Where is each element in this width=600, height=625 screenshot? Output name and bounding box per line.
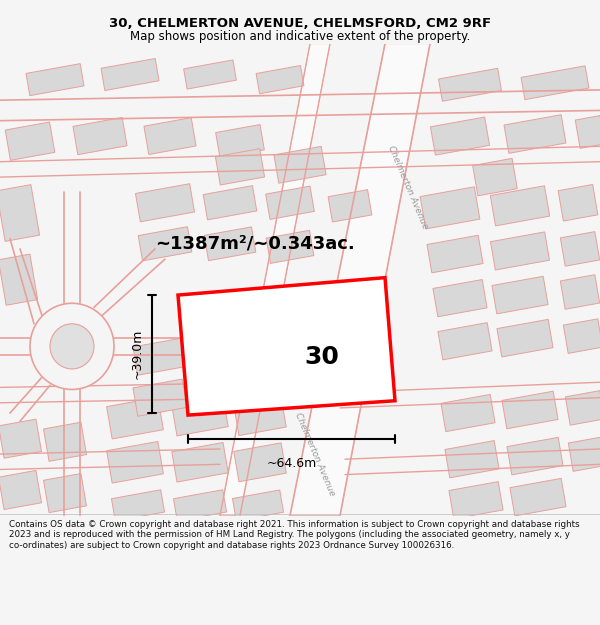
Polygon shape [558, 184, 598, 221]
Polygon shape [173, 490, 227, 521]
Polygon shape [510, 478, 566, 516]
Polygon shape [215, 149, 265, 185]
Text: Chelmerton Avenue: Chelmerton Avenue [386, 144, 430, 231]
Polygon shape [220, 44, 330, 516]
Polygon shape [473, 158, 517, 196]
Text: Contains OS data © Crown copyright and database right 2021. This information is : Contains OS data © Crown copyright and d… [9, 520, 580, 550]
Polygon shape [266, 231, 314, 263]
Polygon shape [504, 115, 566, 153]
Polygon shape [73, 118, 127, 154]
Polygon shape [203, 186, 257, 220]
Polygon shape [266, 186, 314, 219]
Circle shape [50, 324, 94, 369]
Polygon shape [565, 391, 600, 425]
Polygon shape [445, 441, 499, 478]
Polygon shape [433, 279, 487, 317]
Polygon shape [184, 60, 236, 89]
Polygon shape [26, 64, 84, 96]
Polygon shape [234, 443, 286, 482]
Text: ~64.6m: ~64.6m [266, 457, 317, 470]
Text: ~1387m²/~0.343ac.: ~1387m²/~0.343ac. [155, 235, 355, 252]
Polygon shape [438, 322, 492, 360]
Text: 30: 30 [304, 346, 339, 369]
Polygon shape [107, 398, 163, 439]
Polygon shape [178, 278, 395, 415]
Polygon shape [290, 44, 430, 516]
Polygon shape [133, 338, 187, 375]
Polygon shape [497, 319, 553, 357]
Polygon shape [449, 482, 503, 519]
Polygon shape [568, 437, 600, 471]
Polygon shape [0, 471, 41, 509]
Polygon shape [490, 186, 550, 226]
Polygon shape [5, 122, 55, 161]
Polygon shape [0, 419, 41, 458]
Polygon shape [172, 442, 228, 482]
Polygon shape [274, 146, 326, 183]
Polygon shape [420, 187, 480, 229]
Polygon shape [44, 422, 86, 461]
Polygon shape [328, 189, 372, 222]
Polygon shape [107, 441, 163, 483]
Text: 30, CHELMERTON AVENUE, CHELMSFORD, CM2 9RF: 30, CHELMERTON AVENUE, CHELMSFORD, CM2 9… [109, 18, 491, 30]
Polygon shape [138, 227, 192, 261]
Polygon shape [234, 397, 286, 436]
Polygon shape [136, 184, 194, 222]
Polygon shape [563, 319, 600, 353]
Circle shape [30, 303, 114, 389]
Polygon shape [101, 59, 159, 91]
Polygon shape [0, 254, 38, 305]
Polygon shape [427, 235, 483, 273]
Text: Chelmerton Avenue: Chelmerton Avenue [293, 411, 337, 497]
Polygon shape [172, 396, 228, 436]
Polygon shape [232, 490, 284, 521]
Polygon shape [560, 232, 599, 266]
Polygon shape [256, 66, 304, 94]
Polygon shape [439, 68, 502, 101]
Polygon shape [133, 379, 187, 416]
Text: ~39.0m: ~39.0m [131, 329, 144, 379]
Polygon shape [521, 66, 589, 99]
Polygon shape [44, 474, 86, 512]
Polygon shape [144, 118, 196, 154]
Polygon shape [194, 338, 246, 375]
Polygon shape [215, 124, 265, 158]
Text: Map shows position and indicative extent of the property.: Map shows position and indicative extent… [130, 30, 470, 42]
Polygon shape [441, 394, 495, 432]
Polygon shape [112, 490, 164, 521]
Polygon shape [492, 276, 548, 314]
Polygon shape [194, 379, 246, 416]
Polygon shape [204, 227, 256, 261]
Polygon shape [490, 232, 550, 270]
Polygon shape [502, 391, 558, 429]
Polygon shape [430, 117, 490, 155]
Polygon shape [560, 275, 599, 309]
Polygon shape [0, 184, 40, 241]
Polygon shape [507, 438, 563, 475]
Polygon shape [575, 116, 600, 148]
